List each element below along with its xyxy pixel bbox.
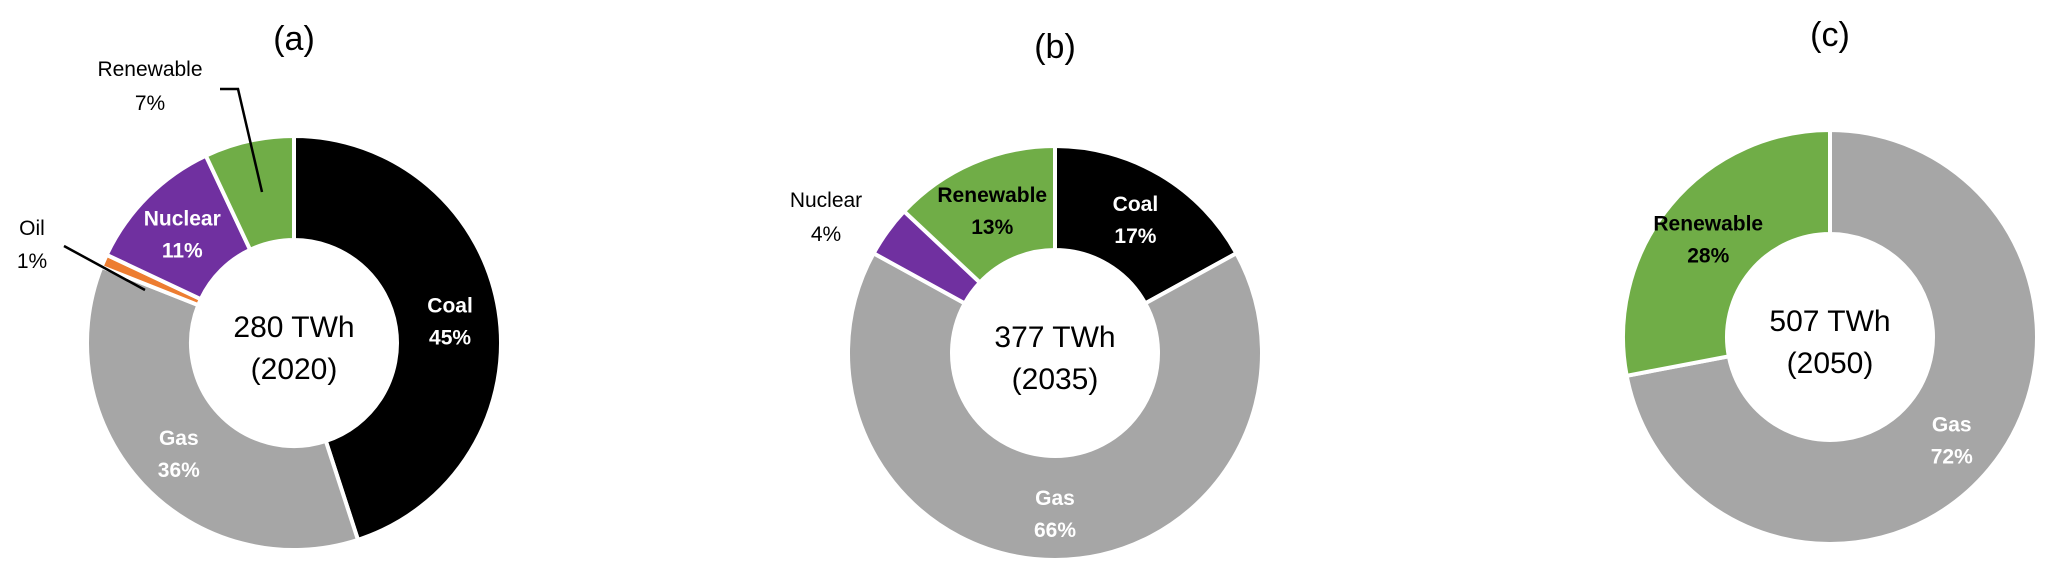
slice-labels-a: Coal 45% Gas 36% Oil 1% Nuclear 11% Renewable 7% — [17, 58, 473, 482]
center-year-a: (2020) — [251, 353, 338, 386]
donut-slice-coal — [292, 133, 503, 543]
panel-title-a: (a) — [273, 20, 315, 58]
leader-line-renewable — [220, 87, 264, 193]
center-total-b: 377 TWh — [994, 321, 1115, 354]
donut-slices-b — [846, 143, 1264, 562]
slice-label-nuclear-percent: 4% — [811, 223, 841, 246]
center-year-c: (2050) — [1787, 347, 1874, 380]
slice-label-coal-percent: 17% — [1114, 225, 1156, 248]
chart-panel-a: (a) Coal 45% Gas 36% Oil 1% Nuclear 11% Renewabl… — [17, 20, 503, 552]
panel-title-c: (c) — [1810, 16, 1850, 54]
slice-label-renewable-name: Renewable — [97, 58, 202, 81]
slice-label-nuclear-name: Nuclear — [790, 189, 862, 212]
slice-label-gas-percent: 72% — [1931, 446, 1973, 469]
donut-slices-a — [85, 133, 503, 552]
slice-label-gas-percent: 66% — [1034, 519, 1076, 542]
donut-slice-renewable — [203, 133, 296, 253]
slice-label-renewable-name: Renewable — [937, 184, 1047, 207]
donut-slice-gas — [846, 250, 1264, 562]
slice-label-renewable-percent: 28% — [1687, 244, 1729, 267]
slice-label-renewable-percent: 13% — [971, 216, 1013, 239]
slice-label-gas-percent: 36% — [158, 459, 200, 482]
leader-line-oil — [63, 244, 146, 292]
slice-labels-c: Gas 72% Renewable 28% — [1653, 212, 1973, 468]
center-total-c: 507 TWh — [1769, 305, 1890, 338]
slice-label-nuclear-percent: 11% — [162, 239, 203, 262]
panel-title-b: (b) — [1034, 28, 1076, 66]
donut-slices-c — [1621, 127, 2039, 546]
chart-panel-c: (c) Gas 72% Renewable 28% 507 TWh (2050) — [1621, 16, 2039, 546]
slice-label-gas-name: Gas — [1932, 414, 1972, 437]
donut-slice-renewable — [1621, 127, 1832, 379]
slice-label-gas-name: Gas — [159, 427, 199, 450]
slice-labels-b: Coal 17% Gas 66% Nuclear 4% Renewable 13% — [790, 184, 1158, 542]
slice-label-nuclear-name: Nuclear — [144, 207, 221, 230]
slice-label-renewable-name: Renewable — [1653, 212, 1763, 235]
center-total-a: 280 TWh — [233, 311, 354, 344]
slice-label-oil-percent: 1% — [17, 250, 47, 273]
slice-label-renewable-percent: 7% — [135, 92, 165, 115]
chart-panel-b: (b) Coal 17% Gas 66% Nuclear 4% Renewable 13% 3… — [790, 28, 1264, 562]
slice-label-coal-percent: 45% — [429, 326, 471, 349]
center-year-b: (2035) — [1012, 363, 1099, 396]
donut-slice-coal — [1053, 143, 1240, 307]
slice-label-coal-name: Coal — [1113, 193, 1159, 216]
slice-label-oil-name: Oil — [19, 217, 45, 240]
slice-label-coal-name: Coal — [427, 294, 473, 317]
donut-slice-gas — [1624, 127, 2039, 546]
slice-label-gas-name: Gas — [1035, 487, 1075, 510]
donut-slice-gas — [85, 264, 361, 552]
donut-slice-renewable — [901, 143, 1057, 286]
